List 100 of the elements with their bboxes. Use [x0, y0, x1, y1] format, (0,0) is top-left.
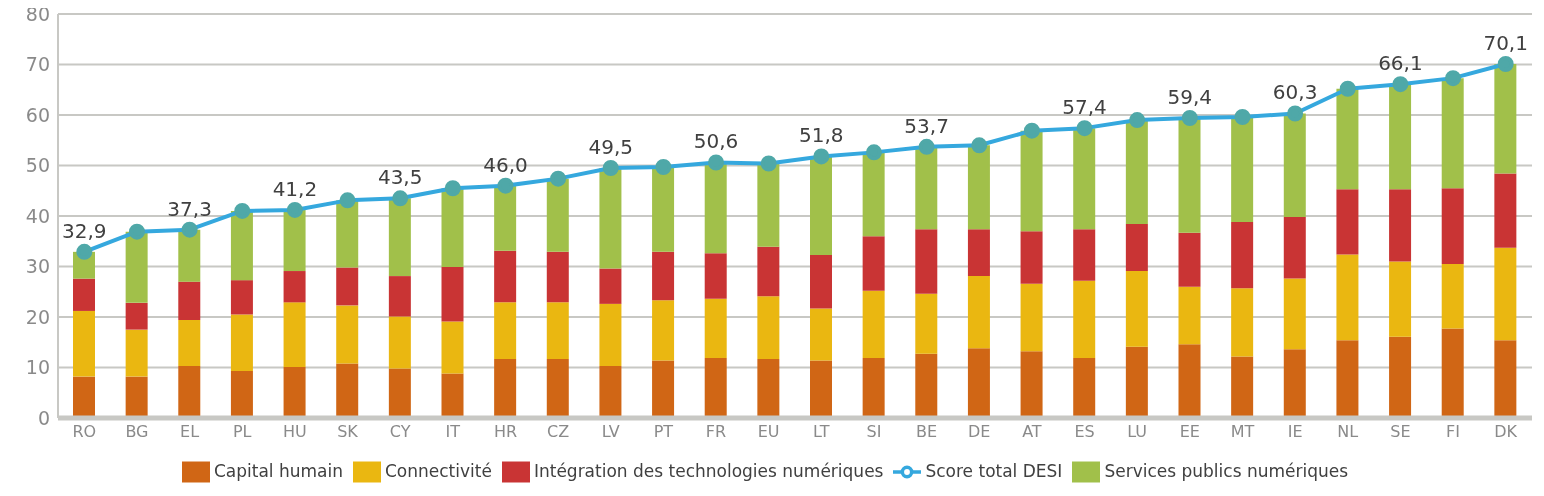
- y-tick-label: 40: [25, 204, 50, 227]
- bar: [810, 156, 832, 255]
- bar: [283, 367, 306, 418]
- bar: [230, 371, 253, 418]
- x-tick-label: HU: [283, 422, 307, 442]
- bar: [915, 146, 938, 230]
- bar: [915, 293, 938, 354]
- bar: [1283, 278, 1306, 350]
- bar: [967, 229, 990, 277]
- x-tick-label: LT: [813, 422, 830, 442]
- bar: [967, 348, 990, 418]
- bar: [283, 302, 306, 367]
- bar: [810, 360, 832, 418]
- data-label: 57,4: [1062, 95, 1107, 120]
- bar: [915, 229, 938, 294]
- bar: [1336, 254, 1359, 341]
- x-tick-label: EE: [1179, 422, 1200, 442]
- bar: [494, 302, 517, 359]
- y-tick-label: 10: [25, 356, 50, 379]
- bar: [178, 365, 201, 418]
- bar: [1073, 280, 1096, 358]
- x-tick-label: MT: [1230, 422, 1255, 442]
- x-tick-label: EL: [180, 422, 200, 442]
- bar: [230, 210, 253, 281]
- bar: [1231, 117, 1254, 223]
- bar: [1389, 189, 1412, 262]
- bar: [1231, 222, 1254, 289]
- bar: [1441, 328, 1464, 418]
- bar: [388, 316, 411, 369]
- bar: [652, 251, 675, 301]
- bar: [1336, 340, 1359, 418]
- bar: [1336, 88, 1359, 190]
- bar: [967, 276, 990, 349]
- x-tick-label: RO: [72, 422, 97, 442]
- legend-label: Capital humain: [213, 461, 343, 481]
- x-tick-label: NL: [1337, 422, 1359, 442]
- data-label: 46,0: [483, 152, 528, 177]
- x-tick-label: DE: [968, 422, 991, 442]
- bar: [1125, 120, 1148, 225]
- bar: [125, 231, 148, 303]
- bar: [1231, 288, 1254, 357]
- bar: [283, 209, 306, 272]
- bar: [73, 310, 95, 377]
- x-tick-label: BG: [125, 422, 149, 442]
- x-tick-label: CZ: [547, 422, 570, 442]
- bar: [178, 281, 201, 321]
- bar: [704, 298, 727, 358]
- bar: [862, 357, 885, 418]
- bar: [704, 253, 727, 299]
- bar: [441, 321, 464, 374]
- data-label: 66,1: [1378, 51, 1423, 76]
- x-tick-label: AT: [1022, 422, 1042, 442]
- bar: [810, 308, 832, 361]
- bar: [546, 358, 569, 418]
- y-tick-label: 0: [37, 406, 50, 429]
- data-label: 41,2: [272, 176, 318, 201]
- x-tick-label: IT: [445, 422, 461, 442]
- bar: [599, 303, 622, 366]
- x-tick-label: EU: [757, 422, 780, 442]
- bar: [704, 357, 727, 418]
- bar: [388, 198, 411, 277]
- x-tick-label: BE: [916, 422, 938, 442]
- bar: [336, 363, 359, 418]
- bar: [1125, 224, 1148, 272]
- bar: [1073, 128, 1096, 230]
- x-tick-label: ES: [1074, 422, 1095, 442]
- bar: [967, 145, 990, 230]
- data-label: 32,9: [62, 218, 107, 243]
- bar: [1020, 130, 1043, 232]
- bar: [1494, 173, 1517, 248]
- bar: [1389, 336, 1412, 418]
- bar: [757, 246, 780, 297]
- bar: [1020, 351, 1043, 418]
- y-tick-label: 30: [25, 255, 50, 278]
- data-label: 50,6: [693, 129, 739, 154]
- bar: [1020, 231, 1043, 284]
- bar: [652, 300, 675, 361]
- bar: [1336, 189, 1359, 255]
- bar: [1073, 357, 1096, 418]
- bar: [1125, 346, 1148, 418]
- bar: [230, 280, 253, 315]
- data-label: 43,5: [377, 165, 423, 190]
- x-tick-label: SE: [1390, 422, 1411, 442]
- bar: [862, 236, 885, 291]
- legend-label: Score total DESI: [925, 461, 1063, 481]
- bar: [1494, 247, 1517, 341]
- bar: [704, 162, 727, 254]
- data-label: 59,4: [1167, 85, 1213, 110]
- x-tick-label: LV: [601, 422, 620, 442]
- legend-label: Services publics numériques: [1104, 461, 1349, 481]
- bar: [546, 251, 569, 303]
- bar: [915, 353, 938, 418]
- bar: [178, 320, 201, 366]
- data-label: 60,3: [1272, 80, 1318, 105]
- bar: [1020, 283, 1043, 352]
- bar: [810, 254, 832, 309]
- bar: [336, 200, 359, 268]
- legend-label: Connectivité: [384, 461, 492, 481]
- bar: [441, 267, 464, 322]
- bar: [1441, 188, 1464, 264]
